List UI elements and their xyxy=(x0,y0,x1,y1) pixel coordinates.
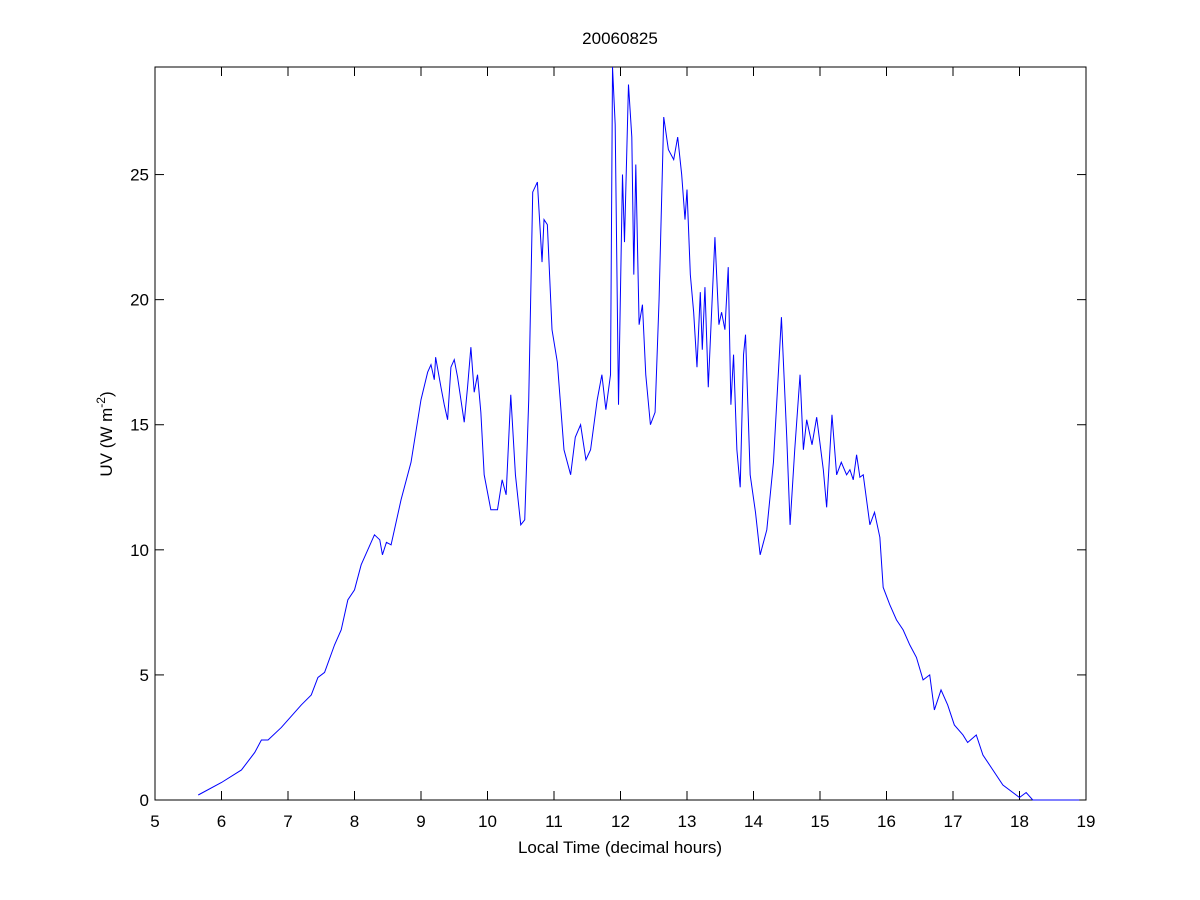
y-tick-label: 15 xyxy=(130,416,149,435)
x-tick-label: 15 xyxy=(811,812,830,831)
data-line xyxy=(197,66,1080,801)
y-axis-label: UV (W m-2) xyxy=(94,391,116,476)
x-tick-label: 14 xyxy=(744,812,763,831)
x-tick-label: 6 xyxy=(217,812,226,831)
x-tick-label: 5 xyxy=(150,812,159,831)
x-tick-label: 10 xyxy=(478,812,497,831)
x-tick-label: 7 xyxy=(283,812,292,831)
x-tick-label: 19 xyxy=(1077,812,1096,831)
y-axis-label-sup: -2 xyxy=(94,397,108,408)
y-tick-label: 0 xyxy=(140,791,149,810)
x-tick-label: 17 xyxy=(944,812,963,831)
x-axis-label: Local Time (decimal hours) xyxy=(518,838,722,857)
plot-frame xyxy=(154,66,1087,801)
y-tick-label: 25 xyxy=(130,166,149,185)
chart-title: 20060825 xyxy=(582,29,658,48)
y-tick-label: 10 xyxy=(130,541,149,560)
x-tick-label: 18 xyxy=(1010,812,1029,831)
x-tick-label: 11 xyxy=(545,812,563,831)
x-tick-label: 12 xyxy=(611,812,630,831)
x-tick-label: 9 xyxy=(416,812,425,831)
y-tick-label: 5 xyxy=(140,666,149,685)
x-tick-label: 13 xyxy=(678,812,697,831)
x-tick-label: 8 xyxy=(350,812,359,831)
y-tick-label: 20 xyxy=(130,291,149,310)
x-tick-label: 16 xyxy=(877,812,896,831)
y-axis-label-end: ) xyxy=(97,391,116,397)
y-axis-label-main: UV (W m xyxy=(97,408,116,477)
